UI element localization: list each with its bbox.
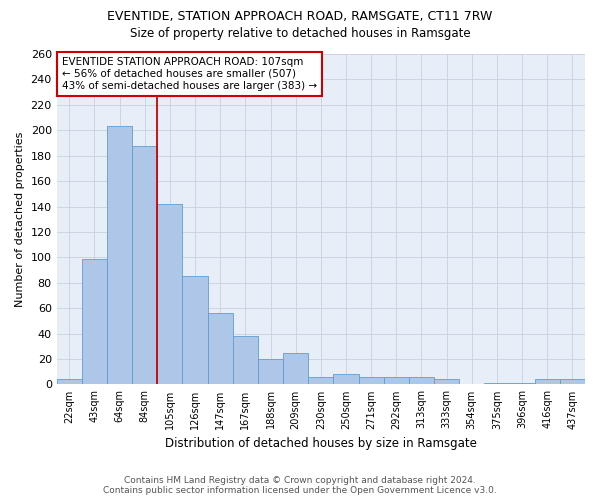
Bar (535, 380, 560, 384)
Text: EVENTIDE, STATION APPROACH ROAD, RAMSGATE, CT11 7RW: EVENTIDE, STATION APPROACH ROAD, RAMSGAT… (107, 10, 493, 23)
Bar (132, 146, 157, 384)
Bar (484, 383, 509, 384)
Bar (359, 377, 384, 384)
Bar (434, 380, 459, 384)
Bar (308, 377, 334, 384)
Bar (384, 377, 409, 384)
Text: Size of property relative to detached houses in Ramsgate: Size of property relative to detached ho… (130, 28, 470, 40)
Text: Contains HM Land Registry data © Crown copyright and database right 2024.
Contai: Contains HM Land Registry data © Crown c… (103, 476, 497, 495)
Bar (56, 380, 82, 384)
Bar (82, 258, 107, 384)
Y-axis label: Number of detached properties: Number of detached properties (15, 132, 25, 307)
Text: EVENTIDE STATION APPROACH ROAD: 107sqm
← 56% of detached houses are smaller (507: EVENTIDE STATION APPROACH ROAD: 107sqm ←… (62, 58, 317, 90)
Bar (107, 126, 132, 384)
X-axis label: Distribution of detached houses by size in Ramsgate: Distribution of detached houses by size … (165, 437, 477, 450)
Bar (233, 336, 258, 384)
Bar (283, 352, 308, 384)
Bar (560, 380, 585, 384)
Bar (509, 383, 535, 384)
Bar (258, 359, 283, 384)
Bar (208, 314, 233, 384)
Bar (334, 374, 359, 384)
Bar (157, 204, 182, 384)
Bar (182, 276, 208, 384)
Bar (409, 377, 434, 384)
